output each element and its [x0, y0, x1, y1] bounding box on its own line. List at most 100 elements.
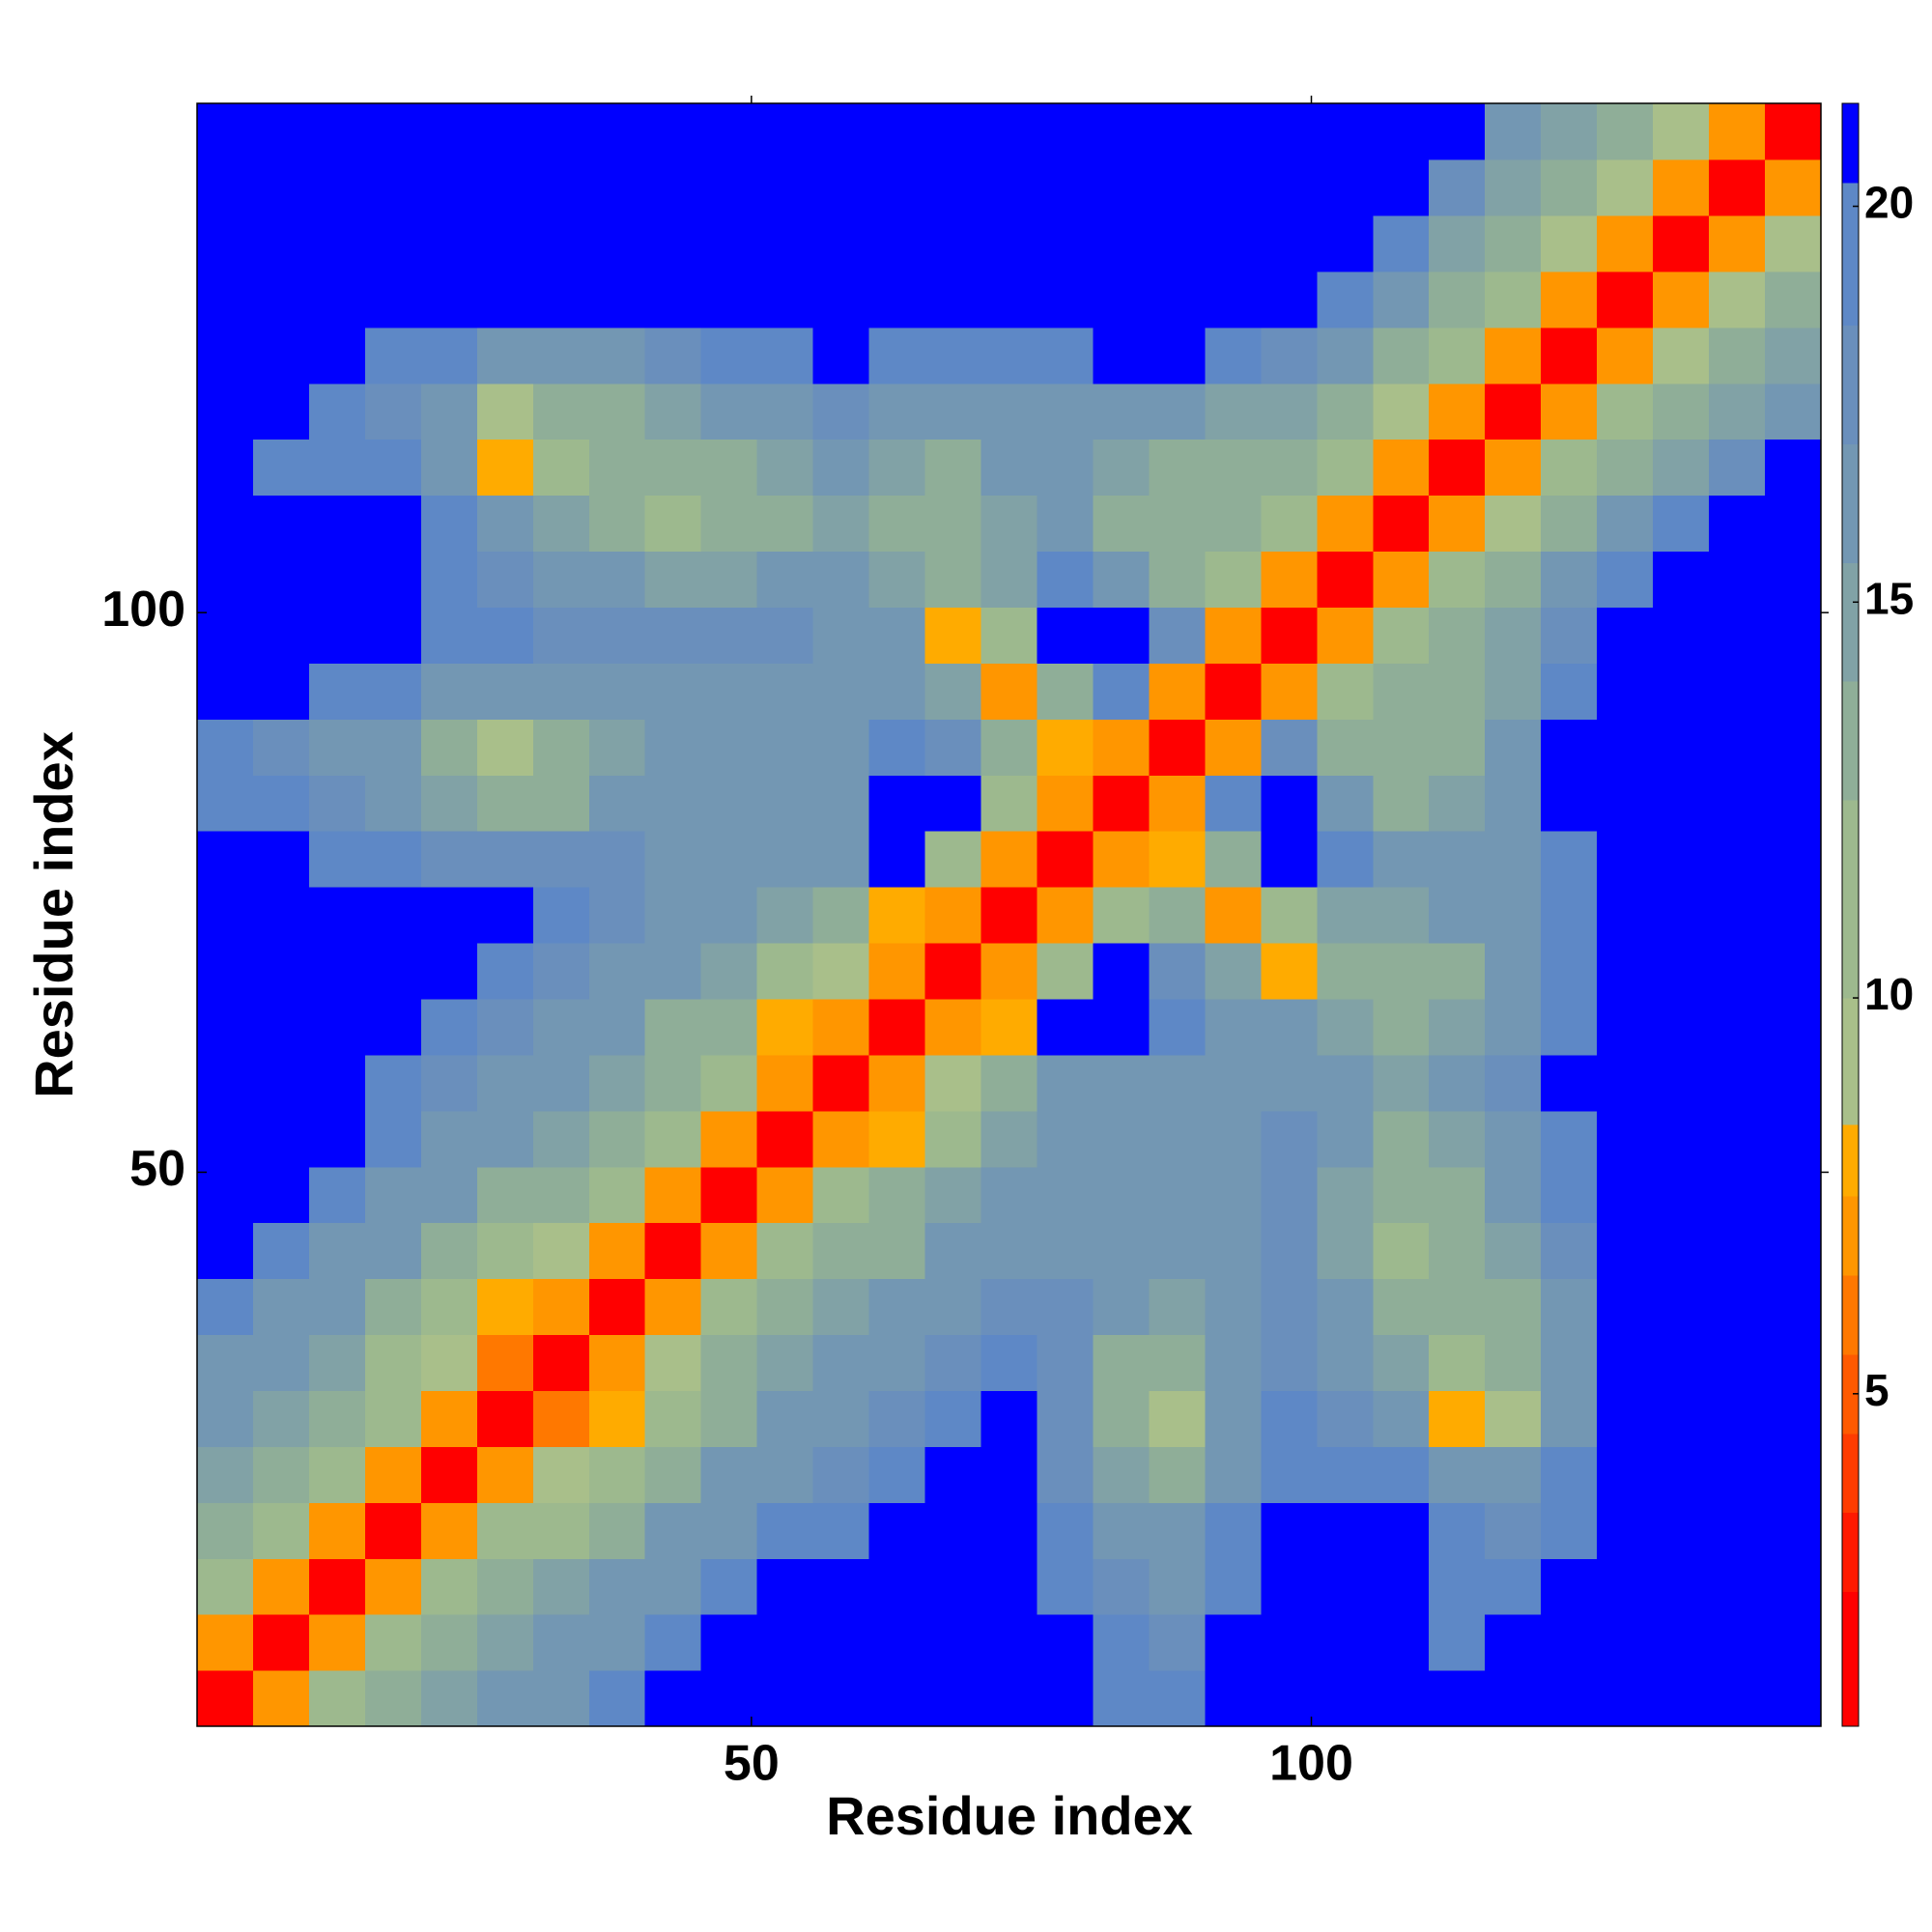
heatmap-cell — [308, 383, 366, 440]
heatmap-cell — [364, 383, 422, 440]
heatmap-cell — [1373, 1334, 1430, 1392]
heatmap-cell — [476, 103, 534, 160]
heatmap-cell — [924, 1334, 982, 1392]
heatmap-cell — [532, 1278, 590, 1336]
heatmap-cell — [364, 1446, 422, 1503]
heatmap-cell — [1149, 831, 1206, 888]
heatmap-cell — [812, 607, 870, 664]
heatmap-cell — [588, 1110, 646, 1168]
heatmap-cell — [1485, 1166, 1542, 1224]
heatmap-cell — [756, 383, 814, 440]
heatmap-cell — [924, 1558, 982, 1615]
heatmap-cell — [1429, 942, 1486, 1000]
heatmap-cell — [308, 607, 366, 664]
heatmap-cell — [476, 831, 534, 888]
heatmap-cell — [1317, 327, 1374, 384]
heatmap-cell — [756, 327, 814, 384]
heatmap-cell — [1037, 887, 1094, 944]
heatmap-cell — [1653, 775, 1710, 832]
heatmap-cell — [1429, 1558, 1486, 1615]
heatmap-cell — [924, 551, 982, 608]
heatmap-cell — [1485, 775, 1542, 832]
heatmap-cell — [1709, 663, 1766, 720]
colorbar-segment — [1842, 1433, 1859, 1514]
heatmap-cell — [1709, 1670, 1766, 1727]
heatmap-cell — [1205, 719, 1262, 776]
heatmap-cell — [588, 158, 646, 216]
heatmap-cell — [980, 158, 1038, 216]
heatmap-cell — [1149, 103, 1206, 160]
heatmap-cell — [1373, 1110, 1430, 1168]
heatmap-cell — [1653, 831, 1710, 888]
heatmap-cell — [1261, 775, 1318, 832]
heatmap-cell — [1653, 214, 1710, 272]
heatmap-cell — [1149, 270, 1206, 328]
heatmap-cell — [812, 1166, 870, 1224]
heatmap-cell — [1149, 1334, 1206, 1392]
heatmap-cell — [1261, 383, 1318, 440]
heatmap-cell — [1597, 887, 1654, 944]
heatmap-cell — [1149, 998, 1206, 1056]
heatmap-cell — [1149, 1502, 1206, 1559]
heatmap-cell — [1149, 1614, 1206, 1671]
heatmap-cell — [1709, 1110, 1766, 1168]
heatmap-cell — [1037, 158, 1094, 216]
heatmap-cell — [980, 327, 1038, 384]
heatmap-cell — [868, 270, 926, 328]
heatmap-cell — [1317, 1502, 1374, 1559]
heatmap-cell — [1541, 439, 1598, 497]
heatmap-cell — [1653, 1558, 1710, 1615]
heatmap-cell — [1261, 1166, 1318, 1224]
heatmap-cell — [364, 1558, 422, 1615]
heatmap-cell — [1541, 1054, 1598, 1112]
heatmap-cell — [868, 383, 926, 440]
heatmap-cell — [1093, 1166, 1151, 1224]
heatmap-cell — [1149, 663, 1206, 720]
heatmap-cell — [1205, 1558, 1262, 1615]
heatmap-cell — [420, 1558, 478, 1615]
heatmap-cell — [308, 1166, 366, 1224]
heatmap-cell — [1093, 383, 1151, 440]
heatmap-cell — [1653, 887, 1710, 944]
heatmap-cell — [812, 775, 870, 832]
heatmap-cell — [308, 775, 366, 832]
heatmap-cell — [1653, 270, 1710, 328]
heatmap-cell — [1485, 1558, 1542, 1615]
heatmap-cell — [1205, 551, 1262, 608]
heatmap-cell — [1317, 1446, 1374, 1503]
heatmap-cell — [1037, 383, 1094, 440]
heatmap-cell — [1541, 495, 1598, 553]
heatmap-cell — [1709, 719, 1766, 776]
heatmap-cell — [756, 1614, 814, 1671]
heatmap-cell — [700, 1670, 758, 1727]
heatmap-cell — [1429, 1334, 1486, 1392]
heatmap-cell — [924, 1278, 982, 1336]
heatmap-cell — [1317, 270, 1374, 328]
heatmap-cell — [308, 1558, 366, 1615]
heatmap-cell — [812, 551, 870, 608]
heatmap-cell — [420, 551, 478, 608]
heatmap-cell — [1205, 831, 1262, 888]
heatmap-cell — [924, 1670, 982, 1727]
heatmap-cell — [1261, 663, 1318, 720]
heatmap-cell — [1373, 1502, 1430, 1559]
heatmap-cell — [756, 214, 814, 272]
heatmap-cell — [364, 1278, 422, 1336]
heatmap-cell — [476, 214, 534, 272]
heatmap-cell — [1765, 1614, 1822, 1671]
heatmap-cell — [644, 607, 702, 664]
heatmap-cell — [1541, 103, 1598, 160]
heatmap-cell — [420, 663, 478, 720]
heatmap-cell — [1597, 383, 1654, 440]
heatmap-cell — [1709, 1390, 1766, 1447]
heatmap-cell — [588, 1446, 646, 1503]
heatmap-cell — [252, 551, 310, 608]
heatmap-cell — [532, 942, 590, 1000]
heatmap-cell — [1541, 1334, 1598, 1392]
heatmap-cell — [1373, 103, 1430, 160]
heatmap-cell — [1429, 383, 1486, 440]
heatmap-cell — [1653, 1390, 1710, 1447]
heatmap-cell — [1037, 270, 1094, 328]
heatmap-cell — [700, 775, 758, 832]
